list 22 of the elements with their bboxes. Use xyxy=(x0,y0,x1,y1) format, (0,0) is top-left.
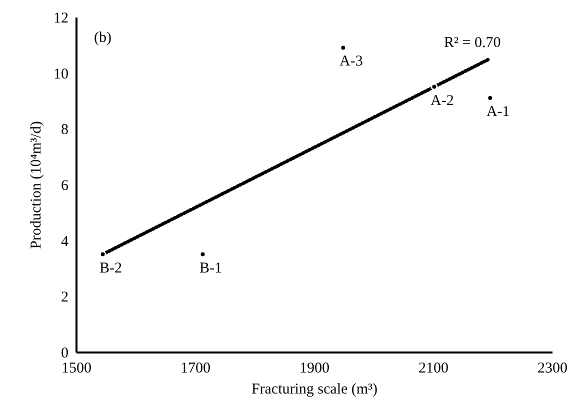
y-tick-label: 4 xyxy=(61,234,69,250)
x-tick-label: 1900 xyxy=(300,360,330,376)
annotation: R² = 0.70 xyxy=(444,35,501,51)
y-tick-label: 12 xyxy=(54,10,68,26)
x-tick-label: 2300 xyxy=(538,360,568,376)
point xyxy=(430,83,438,90)
y-tick-label: 8 xyxy=(61,122,68,138)
x-axis-title: Fracturing scale (m³) xyxy=(251,382,378,398)
annotation: (b) xyxy=(94,30,112,46)
y-tick-label: 6 xyxy=(61,178,69,194)
y-tick-label: 10 xyxy=(54,66,68,82)
x-tick-label: 1700 xyxy=(180,360,210,376)
y-axis-title: Production (10⁴m³/d) xyxy=(28,121,44,249)
annotation: A-3 xyxy=(339,54,363,70)
annotation: B-2 xyxy=(100,260,122,276)
y-tick-label: 0 xyxy=(61,346,68,362)
annotation: A-2 xyxy=(430,92,454,109)
y-tick-label: 2 xyxy=(61,290,68,306)
x-tick-label: 1500 xyxy=(62,360,92,376)
annotation: B-1 xyxy=(199,260,222,276)
annotation: A-1 xyxy=(486,104,510,120)
x-tick-label: 2100 xyxy=(418,360,448,376)
